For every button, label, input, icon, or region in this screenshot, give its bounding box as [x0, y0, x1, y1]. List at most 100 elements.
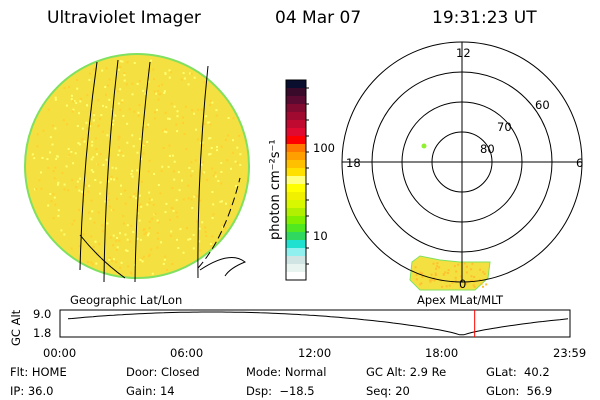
disk-pixel [157, 220, 159, 222]
colorbar-swatch [286, 232, 306, 241]
disk-pixel [114, 114, 116, 116]
xtick-1800: 18:00 [425, 346, 458, 360]
disk-pixel [64, 188, 66, 190]
disk-pixel [169, 145, 171, 147]
disk-pixel [146, 141, 148, 143]
disk-pixel [127, 250, 129, 252]
disk-pixel [170, 231, 172, 233]
disk-pixel [232, 139, 234, 141]
disk-pixel [184, 77, 186, 79]
disk-pixel [212, 217, 214, 219]
disk-pixel [130, 173, 132, 175]
disk-pixel [119, 267, 121, 269]
disk-pixel [95, 137, 97, 139]
disk-pixel [211, 147, 213, 149]
xtick-0000: 00:00 [43, 346, 76, 360]
disk-pixel [129, 241, 131, 243]
disk-pixel [118, 240, 120, 242]
disk-pixel [71, 95, 73, 97]
disk-pixel [176, 130, 178, 132]
disk-pixel [166, 269, 168, 271]
disk-pixel [136, 169, 138, 171]
disk-pixel [55, 99, 57, 101]
disk-pixel [150, 249, 152, 251]
altitude-ytick-9: 9.0 [33, 307, 51, 321]
disk-pixel [101, 70, 103, 72]
disk-pixel [176, 115, 178, 117]
disk-pixel [113, 179, 115, 181]
apex-label: Apex MLat/MLT [417, 293, 503, 307]
disk-pixel [108, 99, 110, 101]
aurora-pixel [421, 272, 423, 274]
aurora-pixel [448, 269, 450, 271]
disk-pixel [106, 134, 108, 136]
disk-pixel [205, 235, 207, 237]
disk-pixel [163, 147, 165, 149]
disk-pixel [171, 263, 173, 265]
aurora-pixel [435, 272, 437, 274]
disk-pixel [185, 106, 187, 108]
colorbar-swatch [286, 200, 306, 209]
disk-pixel [143, 256, 145, 258]
disk-pixel [54, 177, 56, 179]
disk-pixel [116, 198, 118, 200]
disk-pixel [78, 190, 80, 192]
disk-pixel [205, 115, 207, 117]
disk-pixel [190, 161, 192, 163]
disk-pixel [185, 148, 187, 150]
disk-pixel [197, 109, 199, 111]
disk-pixel [84, 141, 86, 143]
disk-pixel [47, 204, 49, 206]
status-dsp: Dsp: −18.5 [246, 384, 315, 398]
disk-pixel [173, 170, 175, 172]
disk-pixel [109, 206, 111, 208]
disk-pixel [68, 86, 70, 88]
disk-pixel [164, 90, 166, 92]
disk-pixel [98, 124, 100, 126]
colorbar-swatch [286, 168, 306, 177]
disk-pixel [49, 193, 51, 195]
disk-pixel [51, 144, 53, 146]
disk-pixel [184, 133, 186, 135]
disk-pixel [134, 62, 136, 64]
disk-pixel [176, 212, 178, 214]
disk-pixel [131, 170, 133, 172]
disk-pixel [156, 109, 158, 111]
disk-pixel [176, 239, 178, 241]
disk-pixel [116, 249, 118, 251]
disk-pixel [86, 94, 88, 96]
colorbar-swatch [286, 88, 306, 97]
disk-pixel [105, 94, 107, 96]
disk-pixel [153, 204, 155, 206]
disk-pixel [153, 78, 155, 80]
disk-pixel [142, 90, 144, 92]
colorbar-swatch [286, 104, 306, 113]
status-seq: Seq: 20 [366, 384, 410, 398]
disk-pixel [105, 106, 107, 108]
disk-pixel [139, 204, 141, 206]
disk-pixel [149, 202, 151, 204]
disk-pixel [130, 225, 132, 227]
status-glon: GLon: 56.9 [486, 384, 552, 398]
disk-pixel [221, 200, 223, 202]
disk-pixel [212, 213, 214, 215]
disk-pixel [225, 139, 227, 141]
disk-pixel [54, 204, 56, 206]
disk-pixel [139, 104, 141, 106]
altitude-ytick-1.8: 1.8 [33, 326, 51, 340]
disk-pixel [123, 74, 125, 76]
aurora-pixel [482, 286, 484, 288]
disk-pixel [165, 112, 167, 114]
disk-pixel [112, 123, 114, 125]
disk-pixel [131, 134, 133, 136]
disk-pixel [183, 72, 185, 74]
disk-pixel [67, 189, 69, 191]
disk-pixel [220, 182, 222, 184]
disk-pixel [78, 209, 80, 211]
aurora-pixel [436, 265, 438, 267]
disk-pixel [131, 83, 133, 85]
disk-pixel [132, 176, 134, 178]
disk-pixel [60, 229, 62, 231]
disk-pixel [40, 171, 42, 173]
lat-label-80: 80 [480, 142, 495, 156]
